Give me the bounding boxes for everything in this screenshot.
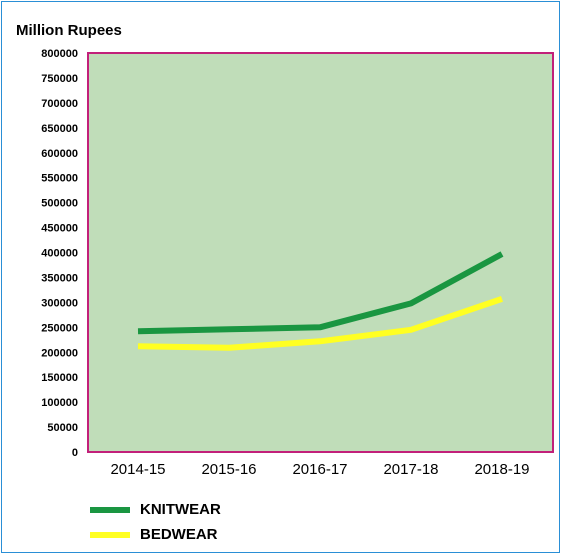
plot-area [87, 52, 554, 453]
x-tick-label: 2014-15 [110, 461, 165, 478]
y-tick-label: 350000 [41, 272, 78, 284]
x-tick-label: 2016-17 [292, 461, 347, 478]
x-axis-ticks: 2014-15 2015-16 2016-17 2017-18 2018-19 [110, 461, 529, 478]
y-axis-ticks: 0 50000 100000 150000 200000 250000 300000 3500… [41, 48, 78, 459]
y-tick-label: 700000 [41, 98, 78, 110]
y-tick-label: 650000 [41, 123, 78, 135]
y-tick-label: 300000 [41, 297, 78, 309]
y-tick-label: 450000 [41, 223, 78, 235]
legend-label-bedwear: BEDWEAR [140, 526, 218, 543]
y-tick-label: 600000 [41, 148, 78, 160]
x-tick-label: 2015-16 [201, 461, 256, 478]
legend-item-knitwear: KNITWEAR [90, 500, 290, 520]
y-tick-label: 500000 [41, 198, 78, 210]
y-tick-label: 100000 [41, 397, 78, 409]
y-tick-label: 750000 [41, 73, 78, 85]
series-line-bedwear [137, 296, 503, 351]
y-tick-label: 550000 [41, 173, 78, 185]
y-axis-unit-label: Million Rupees [16, 22, 122, 39]
legend-swatch-bedwear [90, 532, 130, 538]
y-tick-label: 200000 [41, 347, 78, 359]
y-tick-label: 800000 [41, 48, 78, 60]
series-lines [137, 251, 504, 351]
legend-label-knitwear: KNITWEAR [140, 501, 221, 518]
y-tick-label: 150000 [41, 372, 78, 384]
y-tick-label: 400000 [41, 248, 78, 260]
series-line-knitwear [137, 251, 504, 335]
legend-swatch-knitwear [90, 507, 130, 513]
y-tick-label: 50000 [47, 422, 78, 434]
legend-item-bedwear: BEDWEAR [90, 525, 290, 545]
x-tick-label: 2017-18 [383, 461, 438, 478]
x-tick-label: 2018-19 [474, 461, 529, 478]
y-tick-label: 250000 [41, 322, 78, 334]
y-tick-label: 0 [72, 447, 78, 459]
